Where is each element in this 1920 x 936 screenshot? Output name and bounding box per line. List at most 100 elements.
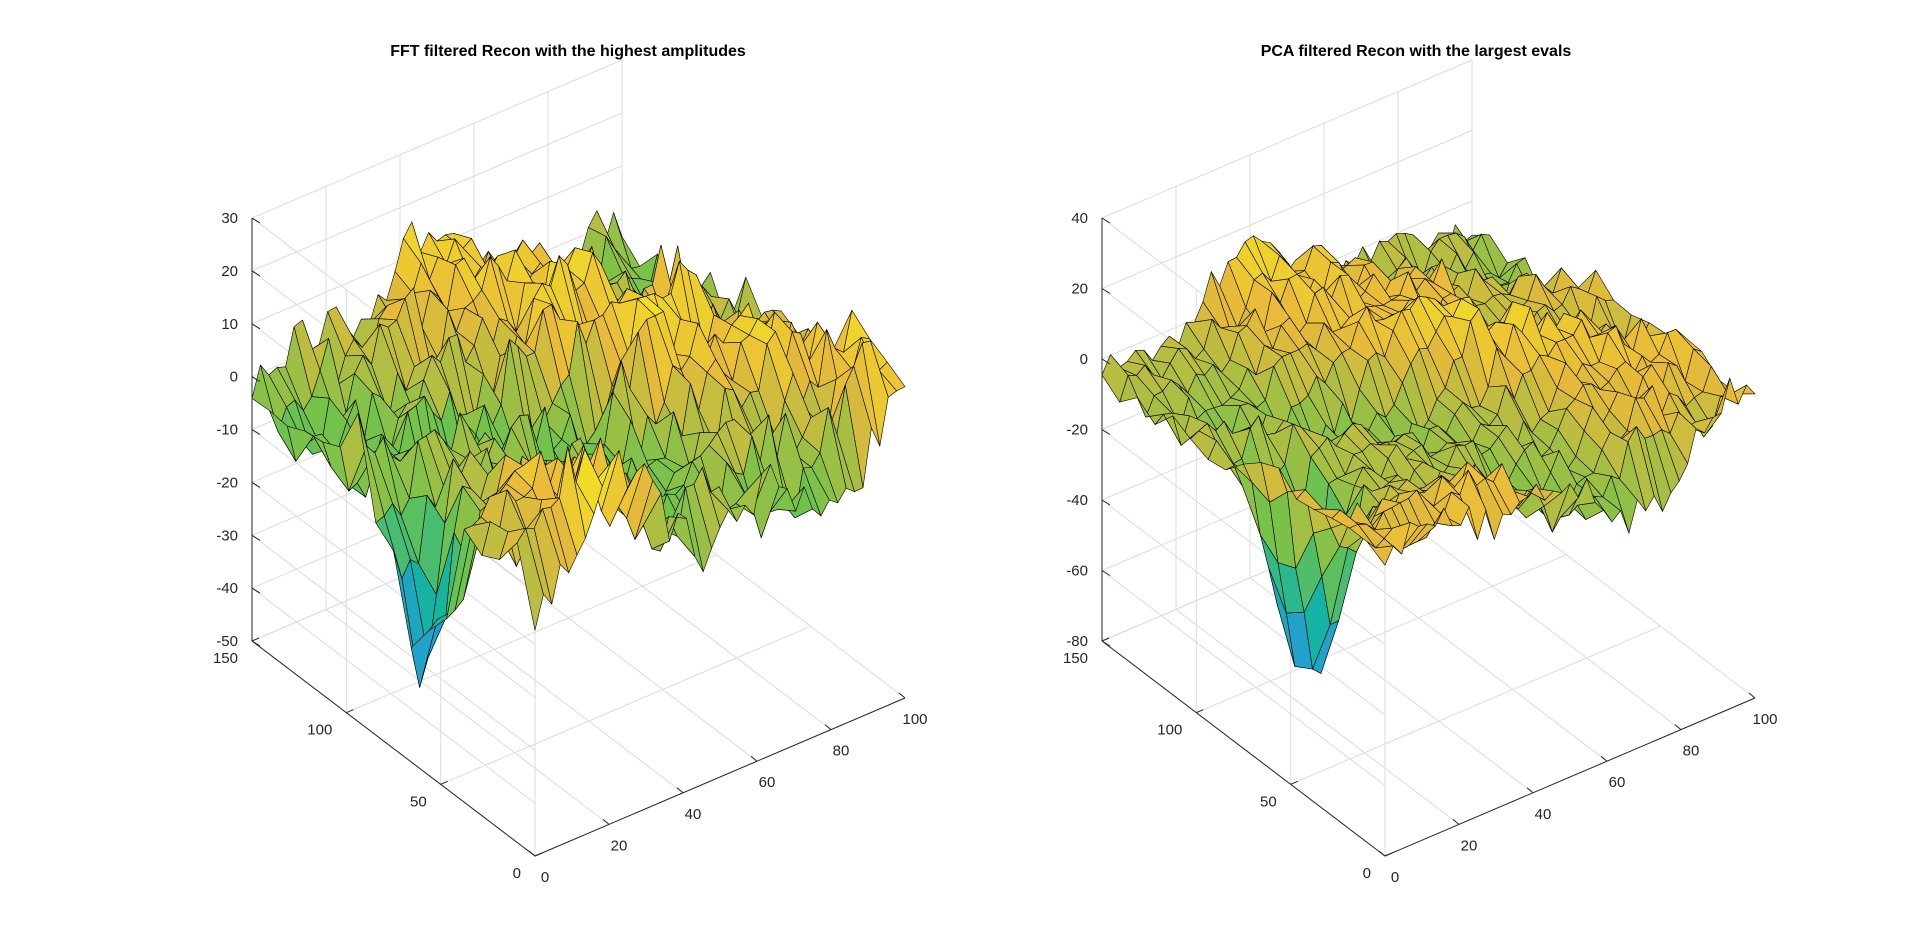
y-tick-mark (1384, 852, 1393, 857)
y-tick-mark (440, 780, 448, 785)
z-tick-label: -30 (216, 527, 238, 544)
y-tick-label: 100 (1157, 722, 1182, 739)
y-axis-line (1101, 640, 1386, 857)
floor-gridline-y (440, 625, 811, 785)
tick-labels: 0 20 40 60 80 100 0 50 100 150-80 -60 -40 -20 0 20 40 (1063, 210, 1778, 886)
wall-gridline-z (1101, 570, 1386, 786)
z-tick-mark (1101, 217, 1111, 224)
z-tick-label: 20 (221, 263, 238, 280)
floor-gridline-x (1397, 514, 1682, 730)
x-tick-label: 0 (541, 869, 549, 886)
z-tick-mark (251, 481, 261, 488)
z-tick-label: -40 (216, 580, 238, 597)
x-tick-label: 40 (1535, 806, 1552, 823)
z-tick-label: -20 (1066, 422, 1088, 439)
floor-gridline-y (1196, 554, 1567, 714)
x-tick-mark (898, 692, 906, 699)
x-tick-label: 100 (902, 711, 927, 728)
floor-gridline-x (473, 545, 758, 762)
axis-lines (1101, 217, 1756, 857)
y-tick-label: 150 (1063, 650, 1088, 667)
floor-gridline-x (1471, 482, 1756, 699)
x-tick-mark (1526, 787, 1534, 794)
z-tick-mark (251, 270, 261, 277)
wall-gridline-z (1101, 130, 1473, 289)
z-tick-mark (1101, 288, 1111, 294)
y-tick-label: 100 (307, 722, 332, 739)
chart-title: FFT filtered Recon with the highest ampl… (390, 43, 746, 60)
z-tick-mark (251, 534, 261, 541)
x-tick-mark (1748, 692, 1756, 699)
x-tick-mark (750, 755, 758, 762)
z-tick-label: 40 (1071, 210, 1088, 227)
x-tick-mark (602, 819, 610, 825)
surface-patch (516, 527, 544, 631)
y-tick-label: 50 (410, 793, 427, 810)
tick-labels: 0 20 40 60 80 100 0 50 100 150-50 -40 -30 -20 -10 0 10 2… (213, 210, 928, 886)
x-axis-line (1384, 697, 1756, 857)
x-tick-label: 60 (759, 774, 776, 791)
chart-title: PCA filtered Recon with the largest eval… (1261, 43, 1572, 60)
x-tick-mark (528, 850, 536, 857)
surface-patch (1367, 541, 1394, 566)
floor-gridline-y (1290, 625, 1661, 785)
floor-gridline-y (346, 554, 717, 714)
z-tick-mark (251, 217, 261, 224)
wall-gridline-z (251, 587, 536, 804)
z-tick-label: -60 (1066, 563, 1088, 580)
z-tick-label: -20 (216, 474, 238, 491)
y-tick-label: 0 (1363, 865, 1371, 882)
x-tick-mark (1378, 850, 1386, 857)
z-tick-mark (1101, 429, 1111, 435)
floor-gridline-x (547, 514, 832, 730)
z-tick-label: 0 (230, 369, 238, 386)
z-tick-label: 10 (221, 316, 238, 333)
z-tick-label: 20 (1071, 281, 1088, 298)
y-tick-mark (346, 709, 354, 714)
z-tick-label: -80 (1066, 633, 1088, 650)
wall-gridline-z (251, 482, 536, 698)
x-tick-mark (1600, 755, 1608, 762)
z-tick-mark (1101, 499, 1111, 506)
wall-gridline-z (251, 59, 623, 219)
z-tick-label: 30 (221, 210, 238, 227)
z-tick-label: -10 (216, 422, 238, 439)
x-tick-mark (676, 787, 684, 794)
x-tick-label: 80 (1683, 743, 1700, 760)
y-tick-mark (1196, 709, 1204, 714)
y-tick-mark (1290, 780, 1298, 785)
x-tick-mark (1452, 819, 1460, 825)
z-tick-mark (251, 640, 261, 647)
y-tick-label: 0 (513, 865, 521, 882)
y-tick-mark (534, 852, 543, 857)
y-axis-line (251, 640, 536, 857)
wall-gridline-z (251, 534, 536, 751)
x-tick-label: 20 (1461, 837, 1478, 854)
x-tick-label: 20 (611, 837, 628, 854)
x-tick-label: 40 (685, 806, 702, 823)
z-tick-mark (1101, 570, 1111, 576)
x-tick-label: 100 (1752, 711, 1777, 728)
x-tick-mark (1674, 724, 1682, 730)
z-tick-mark (251, 323, 261, 330)
z-tick-mark (1101, 640, 1111, 647)
x-tick-label: 0 (1391, 869, 1399, 886)
wall-gridline-z (1101, 59, 1473, 219)
z-tick-label: 0 (1080, 351, 1088, 368)
z-tick-mark (251, 376, 261, 383)
floor-gridline-x (1323, 545, 1608, 762)
surface-chart-pca: PCA filtered Recon with the largest eval… (1063, 43, 1778, 886)
z-tick-mark (251, 587, 261, 594)
x-tick-label: 60 (1609, 774, 1626, 791)
x-tick-mark (824, 724, 832, 730)
wall-gridline-z (251, 112, 623, 272)
x-tick-label: 80 (833, 743, 850, 760)
z-tick-label: -40 (1066, 492, 1088, 509)
floor-gridline-x (1175, 609, 1460, 825)
y-tick-label: 50 (1260, 793, 1277, 810)
axis-lines (251, 217, 906, 857)
surface-mesh (1101, 224, 1756, 675)
wall-gridline-z (1101, 499, 1386, 716)
floor-gridline-x (325, 609, 610, 825)
